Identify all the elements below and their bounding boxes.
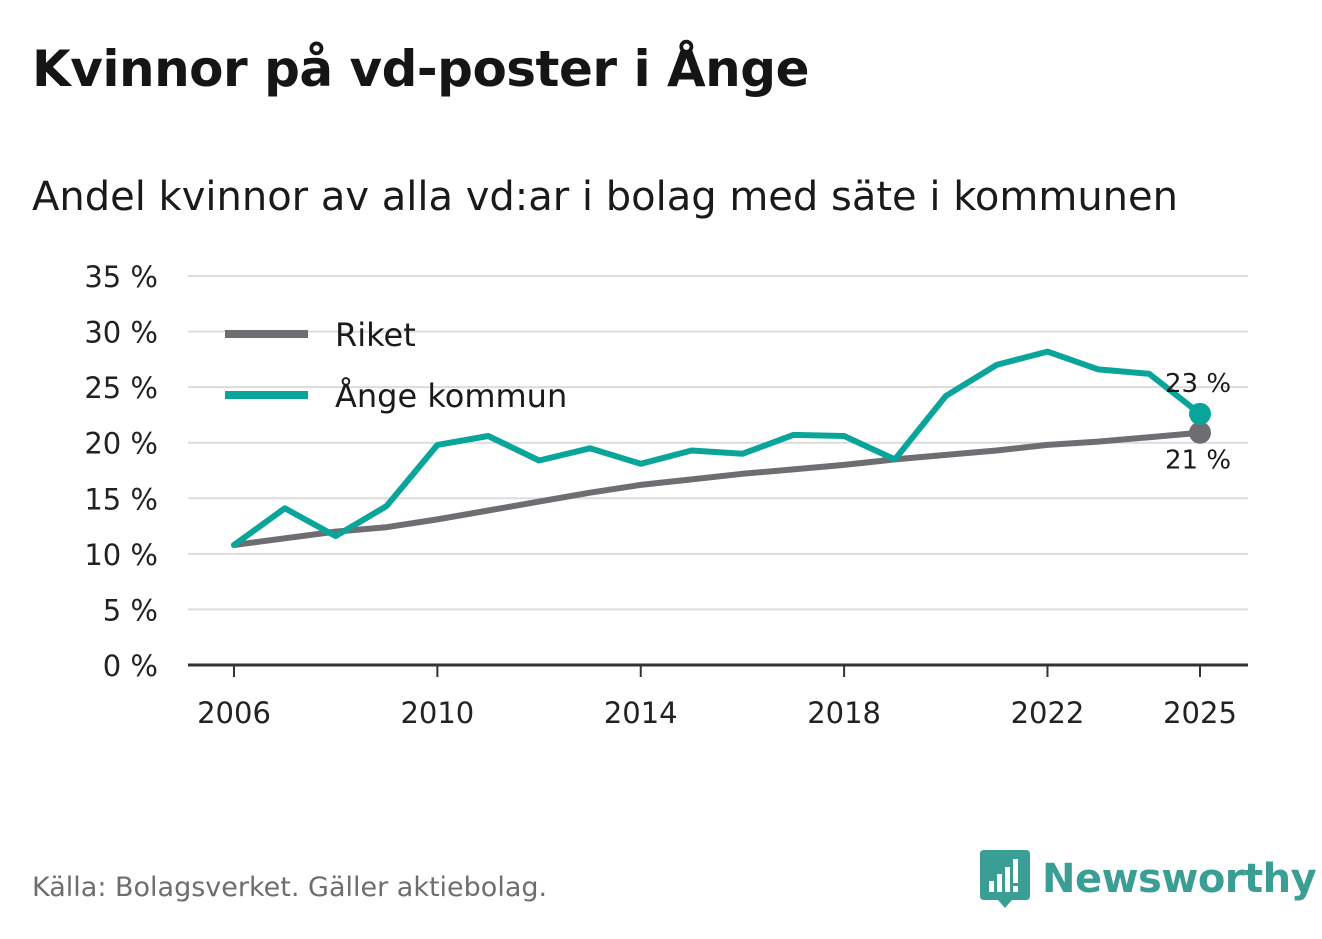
end-label-riket: 21 % [1165,446,1231,476]
bar-chart-badge-icon [980,850,1030,908]
chart-series [231,348,1203,548]
y-tick-label: 10 % [84,538,158,572]
x-axis: 2006 2010 2014 2018 2022 2025 [188,663,1248,730]
end-marker-riket [1189,421,1211,444]
legend-label-riket: Riket [335,316,416,354]
x-tick-label: 2025 [1163,696,1237,730]
series-line-ange [231,348,1203,548]
y-tick-label: 35 % [84,260,158,294]
chart-subtitle: Andel kvinnor av alla vd:ar i bolag med … [32,174,1178,220]
y-tick-label: 20 % [84,427,158,461]
chart-title: Kvinnor på vd-poster i Ånge [32,40,809,98]
x-tick-label: 2010 [400,696,474,730]
newsworthy-logo: Newsworthy [980,850,1317,908]
y-axis: 0 % 5 % 10 % 15 % 20 % 25 % 30 % 35 % [84,260,158,683]
y-tick-label: 25 % [84,371,158,405]
legend-label-ange: Ånge kommun [335,377,567,415]
chart-end-markers: 23 % 21 % [1165,369,1231,476]
x-tick-label: 2014 [604,696,678,730]
y-tick-label: 5 % [103,593,158,627]
y-tick-label: 15 % [84,482,158,516]
series-line-riket [231,429,1203,548]
y-tick-label: 30 % [84,316,158,350]
end-label-ange: 23 % [1165,369,1231,399]
brand-name: Newsworthy [1042,856,1317,902]
end-marker-ange [1189,402,1211,425]
x-tick-label: 2006 [197,696,271,730]
chart-legend: Riket Ånge kommun [225,316,567,415]
x-tick-label: 2018 [807,696,881,730]
x-tick-label: 2022 [1011,696,1085,730]
y-tick-label: 0 % [103,649,158,683]
source-note: Källa: Bolagsverket. Gäller aktiebolag. [32,872,548,903]
